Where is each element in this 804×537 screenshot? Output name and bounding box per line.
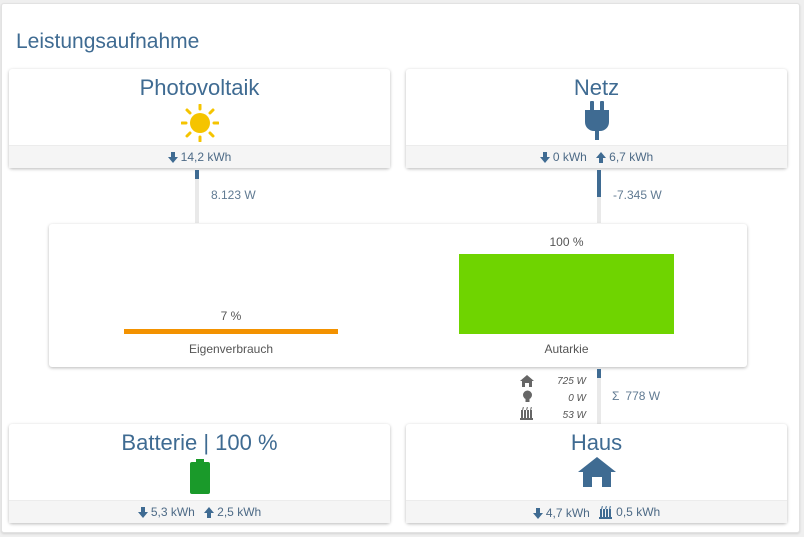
house-heating: 0,5 kWh bbox=[599, 501, 660, 523]
house-flow-line bbox=[597, 369, 601, 378]
battery-card[interactable]: Batterie | 100 % 5,3 kWh 2,5 kWh bbox=[9, 424, 390, 523]
sun-icon bbox=[9, 103, 390, 147]
battery-icon bbox=[9, 459, 390, 499]
house-total-value: 778 W bbox=[625, 389, 661, 403]
house-card[interactable]: Haus 4,7 kWh 0,5 kWh bbox=[406, 424, 787, 523]
grid-title: Netz bbox=[573, 75, 620, 100]
self-consumption-label: Eigenverbrauch bbox=[188, 342, 274, 356]
grid-card[interactable]: Netz 0 kWh 6,7 kWh bbox=[406, 69, 787, 168]
grid-power: -7.345 W bbox=[613, 188, 662, 202]
self-consumption-percent: 7 % bbox=[220, 309, 242, 323]
battery-charge: 5,3 kWh bbox=[137, 501, 195, 523]
house-detail-heating: 53 W bbox=[562, 410, 586, 421]
pv-footer: 14,2 kWh bbox=[9, 145, 390, 168]
grid-footer: 0 kWh 6,7 kWh bbox=[406, 145, 787, 168]
arrow-down-icon bbox=[539, 151, 550, 163]
self-consumption-bar bbox=[124, 329, 338, 334]
house-footer: 4,7 kWh 0,5 kWh bbox=[406, 500, 787, 523]
arrow-down-icon bbox=[167, 151, 178, 163]
house-consumption-value: 4,7 kWh bbox=[545, 506, 590, 520]
ratio-card: 7 % Eigenverbrauch 100 % Autarkie bbox=[49, 224, 747, 367]
battery-footer: 5,3 kWh 2,5 kWh bbox=[9, 500, 390, 523]
pv-energy: 14,2 kWh bbox=[167, 146, 232, 168]
house-detail-light: 0 W bbox=[568, 393, 586, 404]
heater-icon bbox=[520, 406, 534, 425]
panel-title: Leistungsaufnahme bbox=[16, 30, 200, 53]
grid-flow-line bbox=[597, 170, 601, 197]
autarky-bar bbox=[459, 254, 674, 334]
pv-title: Photovoltaik bbox=[139, 75, 260, 100]
sigma-symbol: Σ bbox=[612, 389, 620, 403]
pv-flow-trail bbox=[195, 179, 199, 223]
house-title: Haus bbox=[570, 430, 623, 455]
battery-discharge-value: 2,5 kWh bbox=[217, 505, 262, 519]
plug-icon bbox=[406, 101, 787, 146]
grid-export-value: 6,7 kWh bbox=[609, 150, 654, 164]
house-heating-value: 0,5 kWh bbox=[616, 505, 661, 519]
pv-card[interactable]: Photovoltaik 14,2 kWh bbox=[9, 69, 390, 168]
arrow-up-icon bbox=[596, 151, 607, 163]
house-icon bbox=[406, 457, 787, 492]
home-icon bbox=[520, 374, 534, 392]
grid-flow-trail bbox=[597, 197, 601, 223]
autarky-label: Autarkie bbox=[544, 342, 589, 356]
power-panel: Leistungsaufnahme Photovoltaik 14,2 kWh bbox=[1, 3, 800, 533]
grid-import-value: 0 kWh bbox=[552, 150, 587, 164]
battery-discharge: 2,5 kWh bbox=[204, 501, 261, 523]
pv-power: 8.123 W bbox=[211, 188, 256, 202]
house-detail-home: 725 W bbox=[557, 376, 586, 387]
battery-charge-value: 5,3 kWh bbox=[150, 505, 195, 519]
house-flow-trail bbox=[597, 378, 601, 424]
autarky-percent: 100 % bbox=[549, 235, 584, 249]
arrow-up-icon bbox=[204, 506, 215, 518]
grid-import: 0 kWh bbox=[539, 146, 587, 168]
arrow-down-icon bbox=[137, 506, 148, 518]
lightbulb-icon bbox=[522, 390, 533, 408]
house-total: Σ 778 W bbox=[612, 389, 660, 403]
house-consumption: 4,7 kWh bbox=[532, 502, 590, 524]
pv-flow-line bbox=[195, 170, 199, 179]
arrow-down-icon bbox=[532, 507, 543, 519]
pv-energy-value: 14,2 kWh bbox=[180, 150, 232, 164]
battery-title: Batterie | 100 % bbox=[121, 430, 278, 455]
heater-icon bbox=[599, 505, 613, 519]
grid-export: 6,7 kWh bbox=[596, 146, 653, 168]
